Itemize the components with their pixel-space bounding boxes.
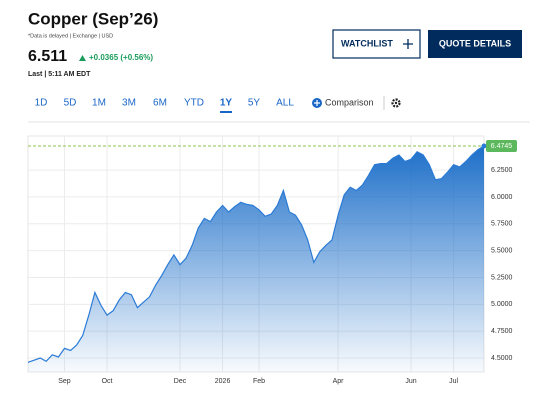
up-arrow (79, 55, 86, 61)
watchlist-button[interactable]: WATCHLIST (332, 29, 421, 59)
x-tick-label: Feb (253, 378, 265, 385)
y-tick-label: 5.5000 (491, 247, 513, 254)
quote-box (428, 30, 522, 58)
comparison-button[interactable]: Comparison (312, 97, 374, 108)
y-tick-label: 5.0000 (491, 301, 513, 308)
quote-label: QUOTE DETAILS (439, 38, 511, 48)
data-note: *Data is delayed | Exchange | USD (28, 33, 113, 39)
x-tick-label: Sep (58, 378, 71, 385)
range-tab-label: 1D (35, 98, 48, 109)
y-tick-label: 5.2500 (491, 274, 513, 281)
range-tab[interactable]: 3M (122, 98, 136, 109)
area (28, 146, 484, 372)
last-time: Last | 5:11 AM EDT (28, 71, 91, 78)
x-tick-label: Jun (405, 378, 416, 385)
x-tick-label: Apr (333, 378, 345, 385)
x-tick-label: 2026 (215, 378, 231, 385)
range-tabs: 1D 5D 1M 3M 6M YTD 1Y 5Y ALL (35, 98, 294, 113)
gear-hub (394, 101, 398, 105)
quote-details-button[interactable]: QUOTE DETAILS (428, 30, 522, 58)
x-tick-label: Jul (449, 378, 458, 385)
range-tab-label: 5Y (248, 98, 261, 109)
change: +0.0365 (+0.56%) (89, 53, 153, 62)
range-tab-label: 1M (92, 98, 106, 109)
range-tab-label: 5D (64, 98, 77, 109)
price: 6.511 (28, 48, 67, 65)
current-dot (481, 143, 487, 149)
range-tab-label: ALL (276, 98, 294, 109)
x-tick-label: Dec (174, 378, 187, 385)
range-tab[interactable]: 1M (92, 98, 106, 109)
line (27, 145, 485, 363)
x-tick-label: Oct (102, 378, 113, 385)
y-tick-label: 4.7500 (491, 328, 513, 335)
range-tab[interactable]: YTD (184, 98, 204, 109)
range-tab[interactable]: 6M (153, 98, 167, 109)
y-tick-label: 5.7500 (491, 221, 513, 228)
range-tab[interactable]: 1D (35, 98, 48, 109)
y-tick-label: 4.5000 (491, 355, 513, 362)
watchlist-label: WATCHLIST (341, 38, 393, 48)
title: Copper (Sep’26) (28, 9, 158, 28)
comparison-plus (314, 100, 320, 106)
range-tab[interactable]: 5Y (248, 98, 261, 109)
range-tab[interactable]: 1Y (220, 98, 233, 113)
range-tab-label: YTD (184, 98, 204, 109)
range-tab-label: 6M (153, 98, 167, 109)
range-tab[interactable]: 5D (64, 98, 77, 109)
current-label-box (486, 139, 517, 152)
plus-icon (403, 39, 413, 49)
gear (391, 98, 401, 108)
range-tab-label: 3M (122, 98, 136, 109)
plot: 4.5000 4.7500 5.0000 5.2500 5.5000 5.7500 6.00… (27, 135, 517, 385)
current-label: 6.4745 (491, 143, 513, 150)
y-tick-label: 6.2500 (491, 167, 513, 174)
range-tab-label: 1Y (220, 98, 233, 109)
comparison-label: Comparison (325, 97, 374, 107)
range-tab[interactable]: ALL (276, 98, 294, 109)
y-tick-label: 6.0000 (491, 194, 513, 201)
settings-icon[interactable] (391, 98, 401, 108)
